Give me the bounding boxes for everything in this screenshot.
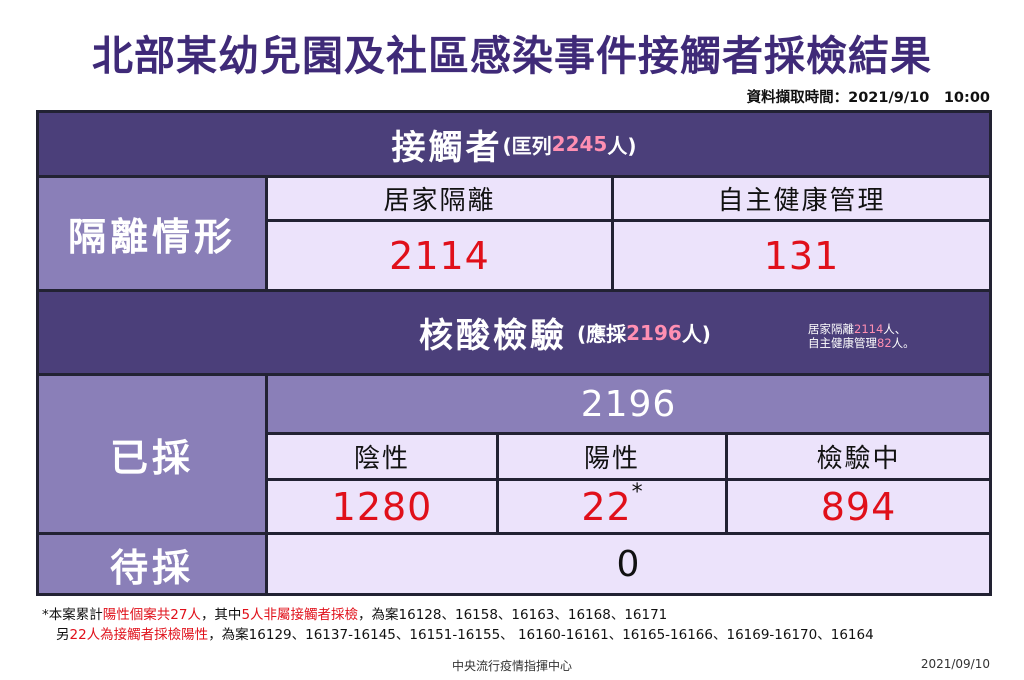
footnote-2b: 22人為接觸者採檢陽性 (69, 627, 209, 643)
negative-value-cell: 1280 (268, 481, 496, 532)
note-home-prefix: 居家隔離 (808, 322, 854, 336)
testing-count: 2196 (626, 320, 682, 345)
footnote-1a: *本案累計 (42, 607, 103, 623)
negative-value: 1280 (331, 484, 433, 529)
self-health-label: 自主健康管理 (717, 186, 886, 216)
results-table: 接觸者 (匡列 2245 人) 隔離情形 居家隔離 自主健康管理 2114 13… (36, 110, 992, 596)
note-self-suffix: 人。 (891, 336, 915, 350)
to-sample-value: 0 (616, 543, 641, 585)
self-health-label-cell: 自主健康管理 (614, 178, 989, 219)
sampled-label-cell: 已採 (39, 376, 265, 532)
footnote-line-2: 另22人為接觸者採檢陽性，為案16129、16137-16145、16151-1… (56, 623, 874, 643)
pending-label-cell: 檢驗中 (728, 435, 989, 478)
sampled-total: 2196 (580, 383, 677, 425)
pending-value-cell: 894 (728, 481, 989, 532)
to-sample-value-cell: 0 (268, 535, 989, 593)
home-quarantine-label: 居家隔離 (383, 186, 496, 216)
contacts-paren-close: 人) (607, 133, 637, 158)
contacts-paren-open: (匡列 (502, 133, 552, 158)
self-health-value: 131 (763, 233, 840, 278)
footnote-line-1: *本案累計陽性個案共27人，其中5人非屬接觸者採檢，為案16128、16158、… (42, 603, 667, 623)
home-quarantine-value-cell: 2114 (268, 222, 611, 289)
contacts-label: 接觸者 (391, 127, 503, 168)
note-self-value: 82 (877, 336, 892, 350)
footnote-1c: ，其中 (200, 607, 242, 623)
testing-breakdown-note: 居家隔離2114人、 自主健康管理82人。 (808, 322, 915, 350)
note-home-value: 2114 (854, 322, 884, 336)
positive-value-cell: 22 * (499, 481, 725, 532)
contacts-header: 接觸者 (匡列 2245 人) (39, 113, 989, 175)
testing-header: 核酸檢驗 (應採 2196 人) (39, 292, 989, 373)
positive-label-cell: 陽性 (499, 435, 725, 478)
to-sample-label-cell: 待採 (39, 535, 265, 593)
pending-value: 894 (820, 484, 897, 529)
footer-date: 2021/09/10 (920, 657, 990, 671)
data-timestamp: 資料擷取時間：2021/9/10 10:00 (746, 90, 990, 106)
negative-label-cell: 陰性 (268, 435, 496, 478)
footer-organization: 中央流行疫情指揮中心 (451, 659, 572, 673)
home-quarantine-label-cell: 居家隔離 (268, 178, 611, 219)
positive-footnote-mark: * (631, 481, 643, 505)
footnote-1d: 5人非屬接觸者採檢 (241, 607, 359, 623)
note-home-suffix: 人、 (883, 322, 907, 336)
contacts-count: 2245 (551, 132, 608, 156)
isolation-label-cell: 隔離情形 (39, 178, 265, 289)
footnote-2a: 另 (56, 627, 70, 643)
testing-label: 核酸檢驗 (419, 316, 567, 356)
self-health-value-cell: 131 (614, 222, 989, 289)
positive-value: 22 (581, 484, 632, 529)
isolation-label: 隔離情形 (67, 215, 236, 259)
to-sample-label: 待採 (109, 545, 194, 590)
sampled-label: 已採 (109, 435, 194, 480)
footnote-1e: ，為案16128、16158、16163、16168、16171 (358, 607, 668, 623)
testing-paren-open: (應採 (577, 322, 627, 346)
note-self-prefix: 自主健康管理 (808, 336, 877, 350)
testing-paren-close: 人) (681, 322, 711, 346)
footnote-2c: ，為案16129、16137-16145、16151-16155、 16160-… (208, 627, 874, 643)
negative-label: 陰性 (353, 444, 410, 474)
sampled-total-cell: 2196 (268, 376, 989, 432)
footnote-1b: 陽性個案共27人 (102, 607, 201, 623)
page-title: 北部某幼兒園及社區感染事件接觸者採檢結果 (92, 32, 932, 80)
home-quarantine-value: 2114 (389, 233, 490, 278)
pending-label: 檢驗中 (816, 444, 901, 474)
positive-label: 陽性 (583, 444, 640, 474)
